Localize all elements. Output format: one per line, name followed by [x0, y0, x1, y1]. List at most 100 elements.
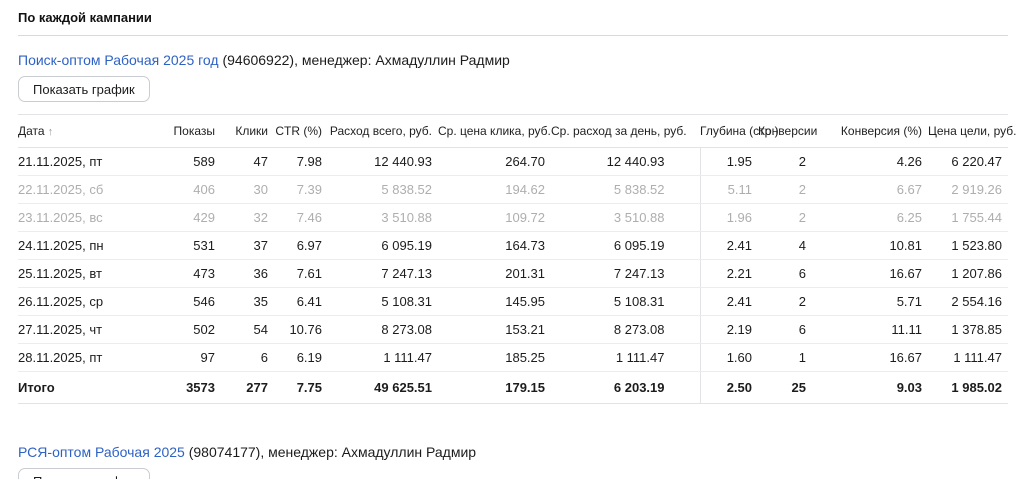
campaign-link[interactable]: Поиск-оптом Рабочая 2025 год: [18, 52, 219, 68]
date-cell: 25.11.2025, вт: [18, 259, 160, 288]
section-divider: [18, 35, 1008, 36]
value-cell: 1.96: [700, 203, 758, 232]
value-cell: 4.26: [812, 147, 928, 176]
report-page: По каждой кампании Поиск-оптом Рабочая 2…: [0, 10, 1024, 479]
value-cell: 10.76: [274, 315, 328, 344]
table-row: 25.11.2025, вт 473 36 7.61 7 247.13 201.31 7 2…: [18, 259, 1008, 288]
value-cell: 5 838.52: [328, 175, 438, 204]
value-cell: 30: [221, 175, 274, 204]
column-header-label: CTR (%): [275, 124, 322, 138]
campaign-block-rsya: РСЯ-оптом Рабочая 2025 (98074177), менед…: [18, 444, 1008, 479]
value-cell: 277: [221, 371, 274, 404]
column-header-label: Конверсии: [758, 124, 818, 138]
column-header-label: Ср. расход за день, руб.: [551, 124, 687, 138]
value-cell: 1.95: [700, 147, 758, 176]
column-header-label: Расход всего, руб.: [329, 124, 432, 138]
campaign-block-search: Поиск-оптом Рабочая 2025 год (94606922),…: [18, 52, 1016, 404]
value-cell: 8 273.08: [551, 315, 701, 344]
value-cell: 473: [160, 259, 221, 288]
value-cell: 9.03: [812, 371, 928, 404]
value-cell: 10.81: [812, 231, 928, 260]
date-cell: 26.11.2025, ср: [18, 287, 160, 316]
value-cell: 6 203.19: [551, 371, 701, 404]
value-cell: 2: [758, 175, 812, 204]
value-cell: 1 755.44: [928, 203, 1008, 232]
value-cell: 179.15: [438, 371, 551, 404]
value-cell: 12 440.93: [328, 147, 438, 176]
column-header-label: Клики: [235, 124, 268, 138]
column-header-label: Конверсия (%): [840, 124, 922, 138]
column-header[interactable]: Ср. цена клика, руб.: [438, 114, 551, 148]
value-cell: 1 985.02: [928, 371, 1008, 404]
value-cell: 3573: [160, 371, 221, 404]
value-cell: 1 111.47: [551, 343, 701, 372]
column-header-label: Ср. цена клика, руб.: [438, 124, 551, 138]
value-cell: 16.67: [812, 259, 928, 288]
table-row: 24.11.2025, пн 531 37 6.97 6 095.19 164.73 6 0…: [18, 231, 1008, 260]
value-cell: 429: [160, 203, 221, 232]
date-cell: 27.11.2025, чт: [18, 315, 160, 344]
column-header[interactable]: Показы: [160, 114, 221, 148]
value-cell: 6 095.19: [328, 231, 438, 260]
campaign-link[interactable]: РСЯ-оптом Рабочая 2025: [18, 444, 185, 460]
totals-row: Итого 3573 277 7.75 49 625.51 179.15 6 203.19 2…: [18, 371, 1008, 404]
value-cell: 16.67: [812, 343, 928, 372]
value-cell: 1: [758, 343, 812, 372]
value-cell: 164.73: [438, 231, 551, 260]
value-cell: 5 108.31: [328, 287, 438, 316]
table-row: 28.11.2025, пт 97 6 6.19 1 111.47 185.25 1 111…: [18, 343, 1008, 372]
value-cell: 406: [160, 175, 221, 204]
value-cell: 11.11: [812, 315, 928, 344]
value-cell: 1.60: [700, 343, 758, 372]
column-header[interactable]: Цена цели, руб.: [928, 114, 1016, 148]
table-header-row: Дата ↑ Показы Клики CTR (%) Расход всего, ру…: [18, 114, 1016, 148]
column-header[interactable]: Клики: [221, 114, 274, 148]
show-chart-button[interactable]: Показать график: [18, 76, 150, 102]
date-cell: 28.11.2025, пт: [18, 343, 160, 372]
value-cell: 201.31: [438, 259, 551, 288]
value-cell: 32: [221, 203, 274, 232]
column-header[interactable]: Ср. расход за день, руб.: [551, 114, 700, 148]
table-row: 21.11.2025, пт 589 47 7.98 12 440.93 264.70 12…: [18, 147, 1008, 176]
column-header[interactable]: CTR (%): [274, 114, 328, 148]
value-cell: 185.25: [438, 343, 551, 372]
value-cell: 194.62: [438, 175, 551, 204]
value-cell: 5 108.31: [551, 287, 701, 316]
value-cell: 145.95: [438, 287, 551, 316]
value-cell: 264.70: [438, 147, 551, 176]
value-cell: 1 523.80: [928, 231, 1008, 260]
value-cell: 1 378.85: [928, 315, 1008, 344]
value-cell: 2.19: [700, 315, 758, 344]
column-header[interactable]: Глубина (стр.): [700, 114, 779, 148]
date-cell: 22.11.2025, сб: [18, 175, 160, 204]
table-row: 27.11.2025, чт 502 54 10.76 8 273.08 153.21 8 …: [18, 315, 1008, 344]
value-cell: 1 207.86: [928, 259, 1008, 288]
value-cell: 7.61: [274, 259, 328, 288]
value-cell: 153.21: [438, 315, 551, 344]
value-cell: 7 247.13: [551, 259, 701, 288]
column-header[interactable]: Конверсия (%): [812, 114, 928, 148]
value-cell: 502: [160, 315, 221, 344]
value-cell: 4: [758, 231, 812, 260]
value-cell: 7.39: [274, 175, 328, 204]
value-cell: 3 510.88: [328, 203, 438, 232]
value-cell: 6: [221, 343, 274, 372]
column-header[interactable]: Дата ↑: [18, 114, 160, 148]
value-cell: 6 220.47: [928, 147, 1008, 176]
value-cell: 5.11: [700, 175, 758, 204]
show-chart-button[interactable]: Показать график: [18, 468, 150, 479]
column-header[interactable]: Расход всего, руб.: [328, 114, 438, 148]
value-cell: 6: [758, 315, 812, 344]
date-cell: 24.11.2025, пн: [18, 231, 160, 260]
value-cell: 35: [221, 287, 274, 316]
value-cell: 2 554.16: [928, 287, 1008, 316]
value-cell: 6.25: [812, 203, 928, 232]
value-cell: 54: [221, 315, 274, 344]
value-cell: 2 919.26: [928, 175, 1008, 204]
value-cell: 589: [160, 147, 221, 176]
column-header[interactable]: Конверсии: [758, 114, 817, 148]
value-cell: 6.97: [274, 231, 328, 260]
table-row: 22.11.2025, сб 406 30 7.39 5 838.52 194.62 5 8…: [18, 175, 1008, 204]
value-cell: 6.41: [274, 287, 328, 316]
value-cell: 5.71: [812, 287, 928, 316]
